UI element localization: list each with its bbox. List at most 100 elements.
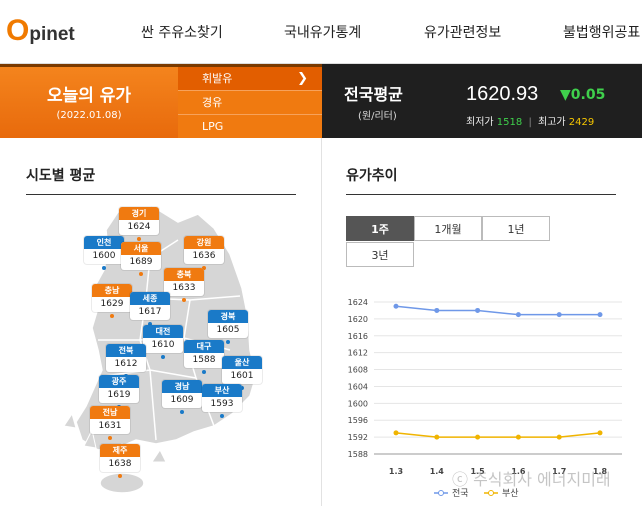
region-badge[interactable]: 세종 1617 bbox=[130, 292, 170, 320]
nav-price-info[interactable]: 유가관련정보 bbox=[424, 25, 502, 41]
region-marker-dot bbox=[110, 314, 114, 318]
region-name: 강원 bbox=[184, 236, 224, 249]
region-marker-dot bbox=[118, 474, 122, 478]
series-point bbox=[597, 312, 603, 318]
region-marker-dot bbox=[220, 414, 224, 418]
series-point bbox=[475, 307, 481, 313]
today-price-date: (2022.01.08) bbox=[56, 110, 122, 121]
region-marker-dot bbox=[161, 355, 165, 359]
region-price: 1601 bbox=[230, 371, 254, 381]
region-badge[interactable]: 부산 1593 bbox=[202, 384, 242, 412]
period-1-week[interactable]: 1주 bbox=[346, 216, 414, 241]
region-badge[interactable]: 전북 1612 bbox=[106, 344, 146, 372]
price-trend-chart: 1588 1592 1596 1600 1604 1608 1612 1616 1620 1624… bbox=[348, 298, 622, 499]
fuel-type-tabs: 휘발유 ❯ 경유 LPG bbox=[178, 64, 322, 138]
series-point bbox=[475, 434, 481, 440]
today-price-title: 오늘의 유가 bbox=[46, 86, 132, 106]
region-price: 1619 bbox=[107, 390, 131, 400]
region-price: 1609 bbox=[170, 395, 194, 405]
region-name: 충북 bbox=[164, 268, 204, 281]
region-badge[interactable]: 충남 1629 bbox=[92, 284, 132, 312]
region-badge[interactable]: 서울 1689 bbox=[121, 242, 161, 270]
region-badge[interactable]: 충북 1633 bbox=[164, 268, 204, 296]
region-name: 울산 bbox=[222, 356, 262, 369]
watermark: ⓒ 주식회사 에너지미래 bbox=[452, 470, 611, 489]
nav-illegal-disclosure[interactable]: 불법행위공표 bbox=[563, 25, 641, 41]
x-tick-label: 1.4 bbox=[430, 467, 445, 476]
opinet-logo[interactable]: Opinet bbox=[6, 14, 75, 47]
region-badge[interactable]: 제주 1638 bbox=[100, 444, 140, 472]
series-point bbox=[515, 312, 521, 318]
region-price: 1689 bbox=[129, 257, 153, 267]
region-marker-dot bbox=[202, 266, 206, 270]
region-price: 1612 bbox=[114, 359, 138, 369]
y-tick-label: 1596 bbox=[348, 416, 368, 425]
region-price: 1600 bbox=[92, 251, 116, 261]
y-tick-label: 1592 bbox=[348, 433, 368, 442]
min-max-prices: 최저가 1518 | 최고가 2429 bbox=[466, 117, 595, 128]
nav-domestic-price-stats[interactable]: 국내유가통계 bbox=[284, 25, 362, 41]
region-name: 전북 bbox=[106, 344, 146, 357]
region-price: 1629 bbox=[100, 299, 124, 309]
tab-gasoline[interactable]: 휘발유 ❯ bbox=[178, 67, 322, 91]
region-name: 대구 bbox=[184, 340, 224, 353]
region-marker-dot bbox=[137, 237, 141, 241]
y-tick-label: 1624 bbox=[348, 298, 368, 307]
top-navigation: Opinet 싼 주유소찾기 국내유가통계 유가관련정보 불법행위공표 bbox=[0, 0, 642, 64]
region-badge[interactable]: 경기 1624 bbox=[119, 207, 159, 235]
region-marker-dot bbox=[148, 322, 152, 326]
today-price-banner: 오늘의 유가 (2022.01.08) 휘발유 ❯ 경유 LPG 전국평균 (원… bbox=[0, 64, 642, 138]
region-marker-dot bbox=[108, 436, 112, 440]
region-badge[interactable]: 강원 1636 bbox=[184, 236, 224, 264]
region-badge[interactable]: 경북 1605 bbox=[208, 310, 248, 338]
price-change: ▼0.05 bbox=[560, 87, 606, 103]
series-point bbox=[434, 434, 440, 440]
y-tick-label: 1588 bbox=[348, 450, 368, 459]
national-average-panel: 전국평균 (원/리터) 1620.93 ▼0.05 최저가 1518 | 최고가… bbox=[322, 64, 642, 138]
series-point bbox=[393, 430, 399, 436]
nav-cheap-station-finder[interactable]: 싼 주유소찾기 bbox=[141, 25, 223, 41]
region-marker-dot bbox=[180, 410, 184, 414]
region-name: 경북 bbox=[208, 310, 248, 323]
series-point bbox=[597, 430, 603, 436]
national-average-label: 전국평균 bbox=[344, 85, 403, 104]
y-tick-label: 1600 bbox=[348, 399, 368, 408]
tab-diesel[interactable]: 경유 bbox=[178, 91, 322, 115]
region-price: 1605 bbox=[216, 325, 240, 335]
y-tick-label: 1620 bbox=[348, 315, 368, 324]
tab-lpg[interactable]: LPG bbox=[202, 120, 224, 133]
region-badge[interactable]: 인천 1600 bbox=[84, 236, 124, 264]
x-tick-label: 1.6 bbox=[511, 467, 526, 476]
region-badge[interactable]: 광주 1619 bbox=[99, 375, 139, 403]
region-name: 제주 bbox=[100, 444, 140, 457]
national-average-price: 1620.93 bbox=[466, 83, 539, 105]
region-badge[interactable]: 경남 1609 bbox=[162, 380, 202, 408]
region-badge[interactable]: 울산 1601 bbox=[222, 356, 262, 384]
region-price: 1633 bbox=[172, 283, 196, 293]
region-badge[interactable]: 전남 1631 bbox=[90, 406, 130, 434]
region-badge[interactable]: 대전 1610 bbox=[143, 325, 183, 353]
region-marker-dot bbox=[102, 266, 106, 270]
x-tick-label: 1.7 bbox=[552, 467, 566, 476]
region-marker-dot bbox=[202, 370, 206, 374]
region-price: 1636 bbox=[192, 251, 216, 261]
region-name: 광주 bbox=[99, 375, 139, 388]
period-1-year[interactable]: 1년 bbox=[482, 216, 550, 241]
region-badge[interactable]: 대구 1588 bbox=[184, 340, 224, 368]
today-price-box: 오늘의 유가 (2022.01.08) bbox=[0, 64, 178, 138]
y-tick-label: 1616 bbox=[348, 332, 368, 341]
region-name: 전남 bbox=[90, 406, 130, 419]
series-point bbox=[556, 434, 562, 440]
period-1-month[interactable]: 1개월 bbox=[414, 216, 482, 241]
column-divider bbox=[321, 138, 322, 506]
region-name: 경남 bbox=[162, 380, 202, 393]
region-price: 1588 bbox=[192, 355, 216, 365]
period-3-years[interactable]: 3년 bbox=[346, 242, 414, 267]
region-price: 1631 bbox=[98, 421, 122, 431]
region-price: 1624 bbox=[127, 222, 151, 232]
legend-label: 부산 bbox=[502, 488, 519, 499]
region-price: 1610 bbox=[151, 340, 175, 350]
region-price: 1638 bbox=[108, 459, 132, 469]
regional-average-title: 시도별 평균 bbox=[26, 168, 96, 184]
series-line bbox=[395, 305, 600, 316]
